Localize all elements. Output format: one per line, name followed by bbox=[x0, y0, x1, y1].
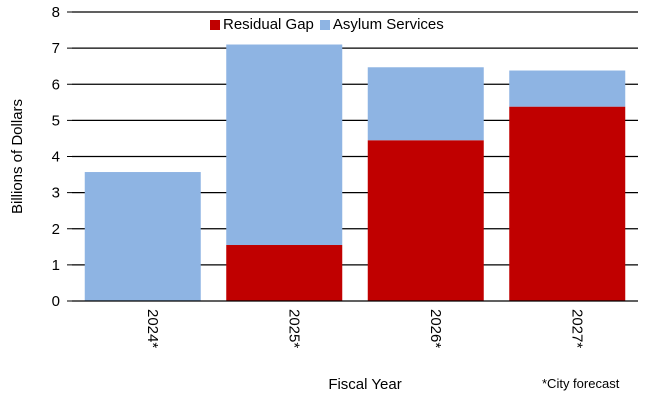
bar-asylum-services-1 bbox=[226, 44, 343, 246]
y-tick-label: 8 bbox=[52, 4, 60, 21]
legend-swatch bbox=[319, 19, 330, 30]
bar-residual-gap-2 bbox=[367, 140, 484, 301]
y-tick-label: 5 bbox=[52, 112, 60, 129]
legend-swatch bbox=[210, 19, 220, 30]
x-tick-label: 2024* bbox=[144, 309, 161, 348]
x-tick-label: 2025* bbox=[285, 309, 302, 348]
bars bbox=[84, 44, 626, 302]
y-tick-label: 3 bbox=[52, 185, 60, 202]
y-tick-label: 2 bbox=[52, 221, 60, 238]
footnote: *City forecast bbox=[542, 376, 620, 391]
bar-residual-gap-3 bbox=[509, 106, 626, 302]
x-tick-label: 2026* bbox=[427, 309, 444, 348]
y-tick-label: 4 bbox=[52, 149, 60, 166]
y-tick-labels: 0 1 2 3 4 5 6 7 8 bbox=[52, 4, 60, 310]
legend: Residual Gap Asylum Services bbox=[210, 16, 444, 33]
x-tick-labels: 2024* 2025* 2026* 2027* bbox=[144, 309, 586, 348]
y-tick-label: 7 bbox=[52, 40, 60, 57]
bar-asylum-services-0 bbox=[84, 172, 201, 301]
legend-label: Asylum Services bbox=[332, 16, 444, 33]
bar-asylum-services-3 bbox=[509, 70, 626, 107]
legend-item-asylum-services: Asylum Services bbox=[319, 16, 444, 33]
bar-asylum-services-2 bbox=[367, 67, 484, 141]
bar-residual-gap-1 bbox=[226, 245, 343, 301]
legend-label: Residual Gap bbox=[223, 16, 314, 33]
y-tick-label: 1 bbox=[52, 257, 60, 274]
legend-item-residual-gap: Residual Gap bbox=[210, 16, 314, 33]
y-axis-label: Billions of Dollars bbox=[9, 99, 26, 214]
x-axis-label: Fiscal Year bbox=[328, 376, 401, 393]
x-tick-label: 2027* bbox=[568, 309, 585, 348]
y-tick-label: 6 bbox=[52, 76, 60, 93]
y-tick-label: 0 bbox=[52, 293, 60, 310]
